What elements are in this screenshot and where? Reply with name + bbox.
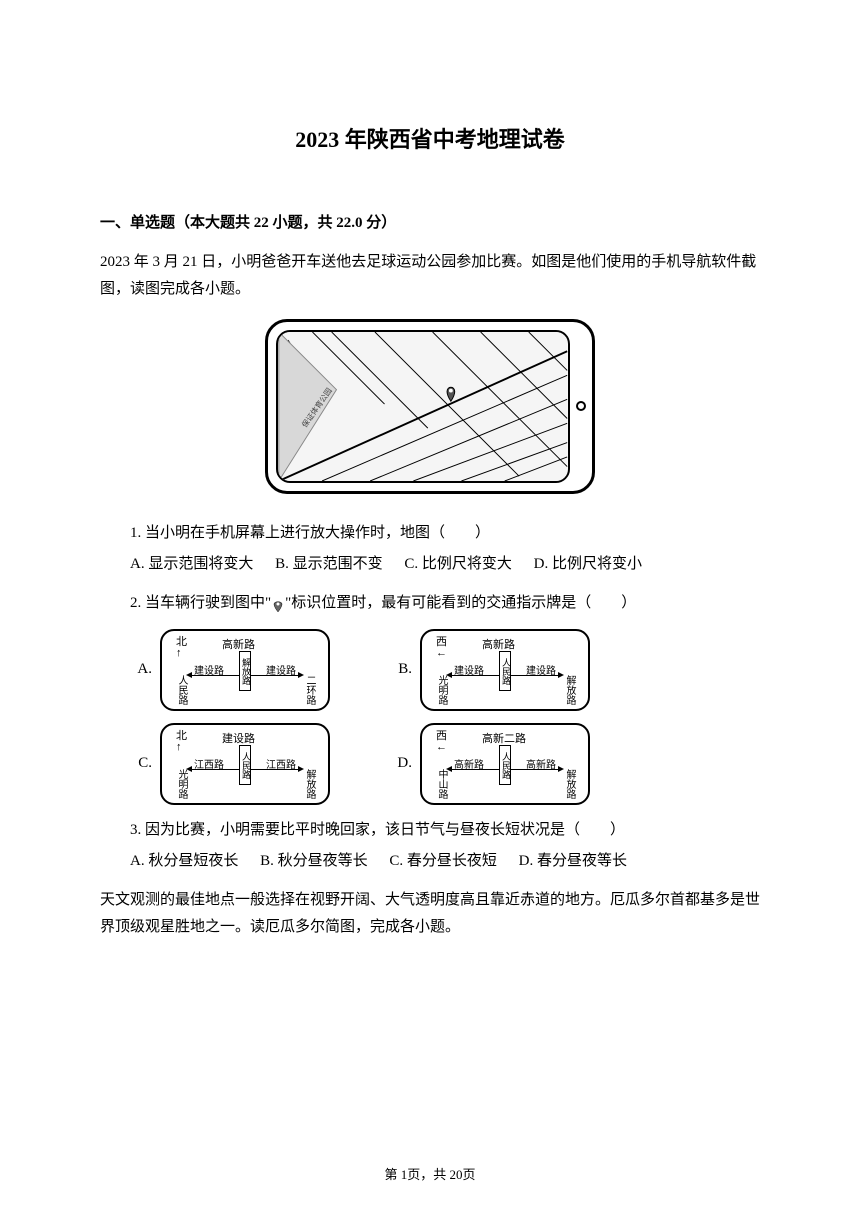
section-heading: 一、单选题（本大题共 22 小题，共 22.0 分） [100, 210, 760, 237]
q2-label-a: A. [130, 656, 160, 683]
question-3: 3. 因为比赛，小明需要比平时晚回家，该日节气与昼夜长短状况是（ ） [100, 817, 760, 844]
q1-option-d: D. 比例尺将变小 [534, 556, 642, 572]
q3-option-c: C. 春分昼长夜短 [389, 853, 497, 869]
q3-option-b: B. 秋分昼夜等长 [260, 853, 368, 869]
q2-row-ab: A. 北↑ 高新路 解放路 建设路 建设路 人民路 二环路 B. 西← 高新路 … [100, 629, 760, 711]
question-1: 1. 当小明在手机屏幕上进行放大操作时，地图（ ） [100, 520, 760, 547]
phone-map-figure: 保证体育公园 [100, 319, 760, 504]
marker-icon [271, 596, 285, 610]
q3-option-a: A. 秋分昼短夜长 [130, 853, 238, 869]
sign-d: 西← 高新二路 人民路 高新路 高新路 中山路 解放路 [420, 723, 590, 805]
q2-label-d: D. [390, 750, 420, 777]
sign-a: 北↑ 高新路 解放路 建设路 建设路 人民路 二环路 [160, 629, 330, 711]
page-footer: 第 1页，共 20页 [0, 1163, 860, 1186]
map-svg: 保证体育公园 [278, 332, 568, 481]
q2-text-after: "标识位置时，最有可能看到的交通指示牌是（ ） [285, 595, 636, 611]
phone-screen: 保证体育公园 [276, 330, 570, 483]
intro-paragraph-2: 天文观测的最佳地点一般选择在视野开阔、大气透明度高且靠近赤道的地方。厄瓜多尔首都… [100, 887, 760, 941]
phone-frame: 保证体育公园 [265, 319, 595, 494]
q1-option-b: B. 显示范围不变 [275, 556, 383, 572]
phone-home-button [576, 401, 586, 411]
page-title: 2023 年陕西省中考地理试卷 [100, 120, 760, 160]
q1-option-a: A. 显示范围将变大 [130, 556, 253, 572]
q2-label-b: B. [390, 656, 420, 683]
question-1-options: A. 显示范围将变大 B. 显示范围不变 C. 比例尺将变大 D. 比例尺将变小 [100, 551, 760, 578]
sign-b: 西← 高新路 人民路 建设路 建设路 光明路 解放路 [420, 629, 590, 711]
q1-option-c: C. 比例尺将变大 [404, 556, 512, 572]
q2-text-before: 2. 当车辆行驶到图中" [130, 595, 271, 611]
q2-label-c: C. [130, 750, 160, 777]
q2-row-cd: C. 北↑ 建设路 人民路 江西路 江西路 光明路 解放路 D. 西← 高新二路… [100, 723, 760, 805]
question-2: 2. 当车辆行驶到图中" "标识位置时，最有可能看到的交通指示牌是（ ） [100, 590, 760, 617]
intro-paragraph-1: 2023 年 3 月 21 日，小明爸爸开车送他去足球运动公园参加比赛。如图是他… [100, 249, 760, 303]
sign-c: 北↑ 建设路 人民路 江西路 江西路 光明路 解放路 [160, 723, 330, 805]
q3-option-d: D. 春分昼夜等长 [519, 853, 627, 869]
question-3-options: A. 秋分昼短夜长 B. 秋分昼夜等长 C. 春分昼长夜短 D. 春分昼夜等长 [100, 848, 760, 875]
